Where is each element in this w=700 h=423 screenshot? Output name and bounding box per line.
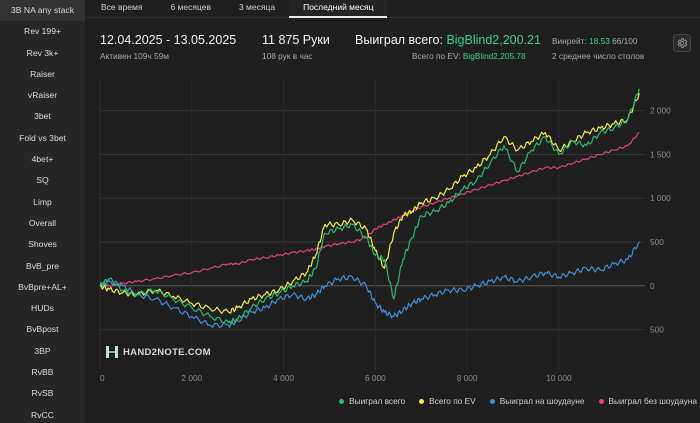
sidebar-item[interactable]: Overall [28, 217, 57, 228]
gear-icon [677, 38, 688, 48]
won-total-value: BigBlind2,200.21 [446, 33, 541, 47]
legend-item-non-showdown[interactable]: Выиграл без шоудауна [598, 395, 698, 407]
x-tick-label: 8 000 [457, 373, 478, 383]
ev-total: Всего по EV: BigBlind2,205.78 [412, 51, 526, 61]
won-total-label: Выиграл всего: [355, 33, 443, 47]
x-tick-label: 6 000 [365, 373, 386, 383]
sidebar-item[interactable]: Raiser [30, 68, 55, 79]
sidebar-item[interactable]: 3bet [34, 111, 51, 122]
sidebar-item[interactable]: 4bet+ [31, 154, 54, 165]
watermark-text: HAND2NOTE.COM [123, 346, 211, 358]
tab-all-time[interactable]: Все время [101, 2, 143, 12]
sidebar-item[interactable]: RvSB [31, 388, 54, 399]
sidebar-item[interactable]: vRaiser [27, 90, 58, 101]
legend-label-won: Выиграл всего [349, 396, 406, 406]
legend-item-won[interactable]: Выиграл всего [339, 395, 405, 407]
sidebar-item[interactable]: Rev 3k+ [26, 47, 59, 58]
series-line-showdown [99, 241, 640, 328]
sidebar-item[interactable]: BvBpost [26, 324, 59, 335]
legend-dot-ev [419, 398, 425, 404]
tab-3-months[interactable]: 3 месяца [238, 2, 276, 12]
sidebar-item[interactable]: RvCC [31, 409, 54, 420]
winrate-hands: 66/100 [612, 36, 638, 46]
sidebar-item[interactable]: Limp [33, 196, 52, 207]
sidebar-item[interactable]: BvB_pre [26, 260, 59, 271]
y-tick-label: 1 500 [650, 149, 671, 159]
sidebar-item[interactable]: RvBB [31, 367, 54, 378]
x-tick-label: 10 000 [546, 373, 572, 383]
stats-header: 12.04.2025 - 13.05.2025 Активен 109ч 59м… [87, 30, 700, 66]
main-panel: Все время 6 месяцев 3 месяца Последний м… [87, 0, 700, 423]
sidebar: 3B NA any stack Rev 199+ Rev 3k+ Raiser vRai… [0, 0, 85, 423]
period-tabs: Все время 6 месяцев 3 месяца Последний м… [87, 0, 700, 18]
sidebar-item[interactable]: 3BP [34, 345, 51, 356]
date-range: 12.04.2025 - 13.05.2025 [100, 33, 237, 47]
legend-dot-non-showdown [598, 398, 604, 404]
sidebar-item[interactable]: Shoves [28, 239, 57, 250]
series-line-ev [99, 92, 640, 314]
y-tick-label: 1 000 [650, 193, 671, 203]
avg-tables: 2 среднее число столов [552, 51, 645, 61]
legend-label-non-showdown: Выиграл без шоудауна [608, 396, 698, 406]
x-tick-label: 4 000 [273, 373, 294, 383]
profit-chart: 500 0 500 1 000 1 500 2 000 0 2 000 4 000 6 000 8 … [87, 70, 700, 400]
y-tick-label: 500 [650, 237, 664, 247]
series-line-won [99, 88, 640, 325]
watermark: HAND2NOTE.COM [105, 345, 211, 359]
profit-chart-svg: 500 0 500 1 000 1 500 2 000 0 2 000 4 000 6 000 8 … [99, 80, 671, 383]
legend-label-showdown: Выиграл на шоудауне [499, 396, 585, 406]
x-tick-label: 2 000 [181, 373, 202, 383]
winrate-label: Винрейт: [552, 36, 587, 46]
ev-total-label: Всего по EV: [412, 51, 461, 61]
sidebar-item[interactable]: HUDs [31, 303, 54, 314]
chart-legend: Выиграл всего Всего по EV Выиграл на шоу… [267, 395, 697, 407]
ev-total-value: BigBlind2,205.78 [462, 51, 526, 61]
sidebar-item[interactable]: BvBpre+AL+ [18, 281, 67, 292]
legend-dot-showdown [489, 398, 495, 404]
legend-item-showdown[interactable]: Выиграл на шоудауне [489, 395, 585, 407]
winrate-value: 18.53 [589, 36, 610, 46]
x-tick-label: 0 [100, 373, 105, 383]
active-time: Активен 109ч 59м [100, 51, 169, 61]
series-line-non-showdown [99, 131, 640, 288]
sidebar-item[interactable]: SQ [36, 175, 49, 186]
tab-last-month[interactable]: Последний месяц [289, 0, 388, 18]
legend-item-ev[interactable]: Всего по EV [419, 395, 476, 407]
winrate: Винрейт: 18.53 66/100 [552, 36, 638, 46]
settings-button[interactable] [673, 34, 691, 52]
tab-6-months[interactable]: 6 месяцев [170, 2, 211, 12]
hand2note-logo-icon [106, 346, 118, 358]
y-tick-label: 0 [650, 281, 655, 291]
sidebar-item[interactable]: Fold vs 3bet [19, 132, 66, 143]
hands-count: 11 875 Руки [262, 33, 330, 47]
legend-label-ev: Всего по EV [429, 396, 476, 406]
won-total: Выиграл всего: BigBlind2,200.21 [355, 33, 541, 47]
y-tick-label: 2 000 [650, 106, 671, 116]
sidebar-item[interactable]: 3B NA any stack [0, 0, 85, 22]
hands-per-hour: 108 рук в час [262, 51, 313, 61]
y-tick-label: 500 [650, 325, 664, 335]
sidebar-item[interactable]: Rev 199+ [23, 26, 62, 37]
legend-dot-won [339, 398, 345, 404]
